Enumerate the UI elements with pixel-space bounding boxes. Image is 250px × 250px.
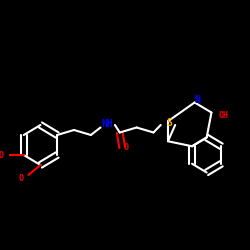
Text: S: S: [166, 118, 172, 128]
Text: N: N: [194, 95, 200, 105]
Text: NH: NH: [102, 119, 114, 129]
Text: O: O: [0, 150, 4, 160]
Text: O: O: [19, 174, 24, 183]
Text: OH: OH: [218, 110, 228, 120]
Text: O: O: [123, 143, 128, 152]
